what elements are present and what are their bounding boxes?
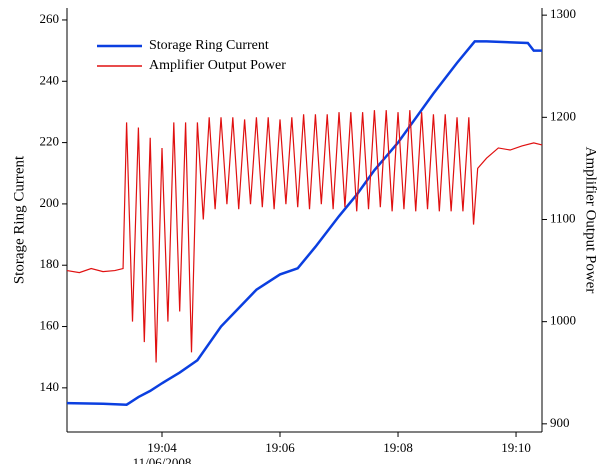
series-line (66, 110, 543, 363)
y2-tick-label: 1300 (550, 6, 576, 21)
x-date-label: 11/06/2008 (133, 455, 192, 464)
y-tick-label: 140 (40, 379, 60, 394)
y-tick-label: 260 (40, 11, 60, 26)
x-tick-label: 19:10 (501, 440, 531, 455)
legend-text: Amplifier Output Power (149, 58, 286, 73)
y2-tick-label: 1100 (550, 210, 576, 225)
x-tick-label: 19:06 (265, 440, 295, 455)
legend-text: Storage Ring Current (149, 38, 269, 53)
y-axis-title: Storage Ring Current (11, 155, 27, 284)
x-tick-label: 19:04 (147, 440, 177, 455)
y-tick-label: 220 (40, 134, 60, 149)
y2-tick-label: 1000 (550, 313, 576, 328)
x-tick-label: 19:08 (383, 440, 413, 455)
y-tick-label: 200 (40, 195, 60, 210)
y2-tick-label: 900 (550, 415, 570, 430)
y2-axis-title: Amplifier Output Power (583, 147, 599, 294)
y-tick-label: 160 (40, 318, 60, 333)
y-tick-label: 180 (40, 256, 60, 271)
series-line (66, 40, 542, 406)
y2-tick-label: 1200 (550, 108, 576, 123)
y-tick-label: 240 (40, 72, 60, 87)
